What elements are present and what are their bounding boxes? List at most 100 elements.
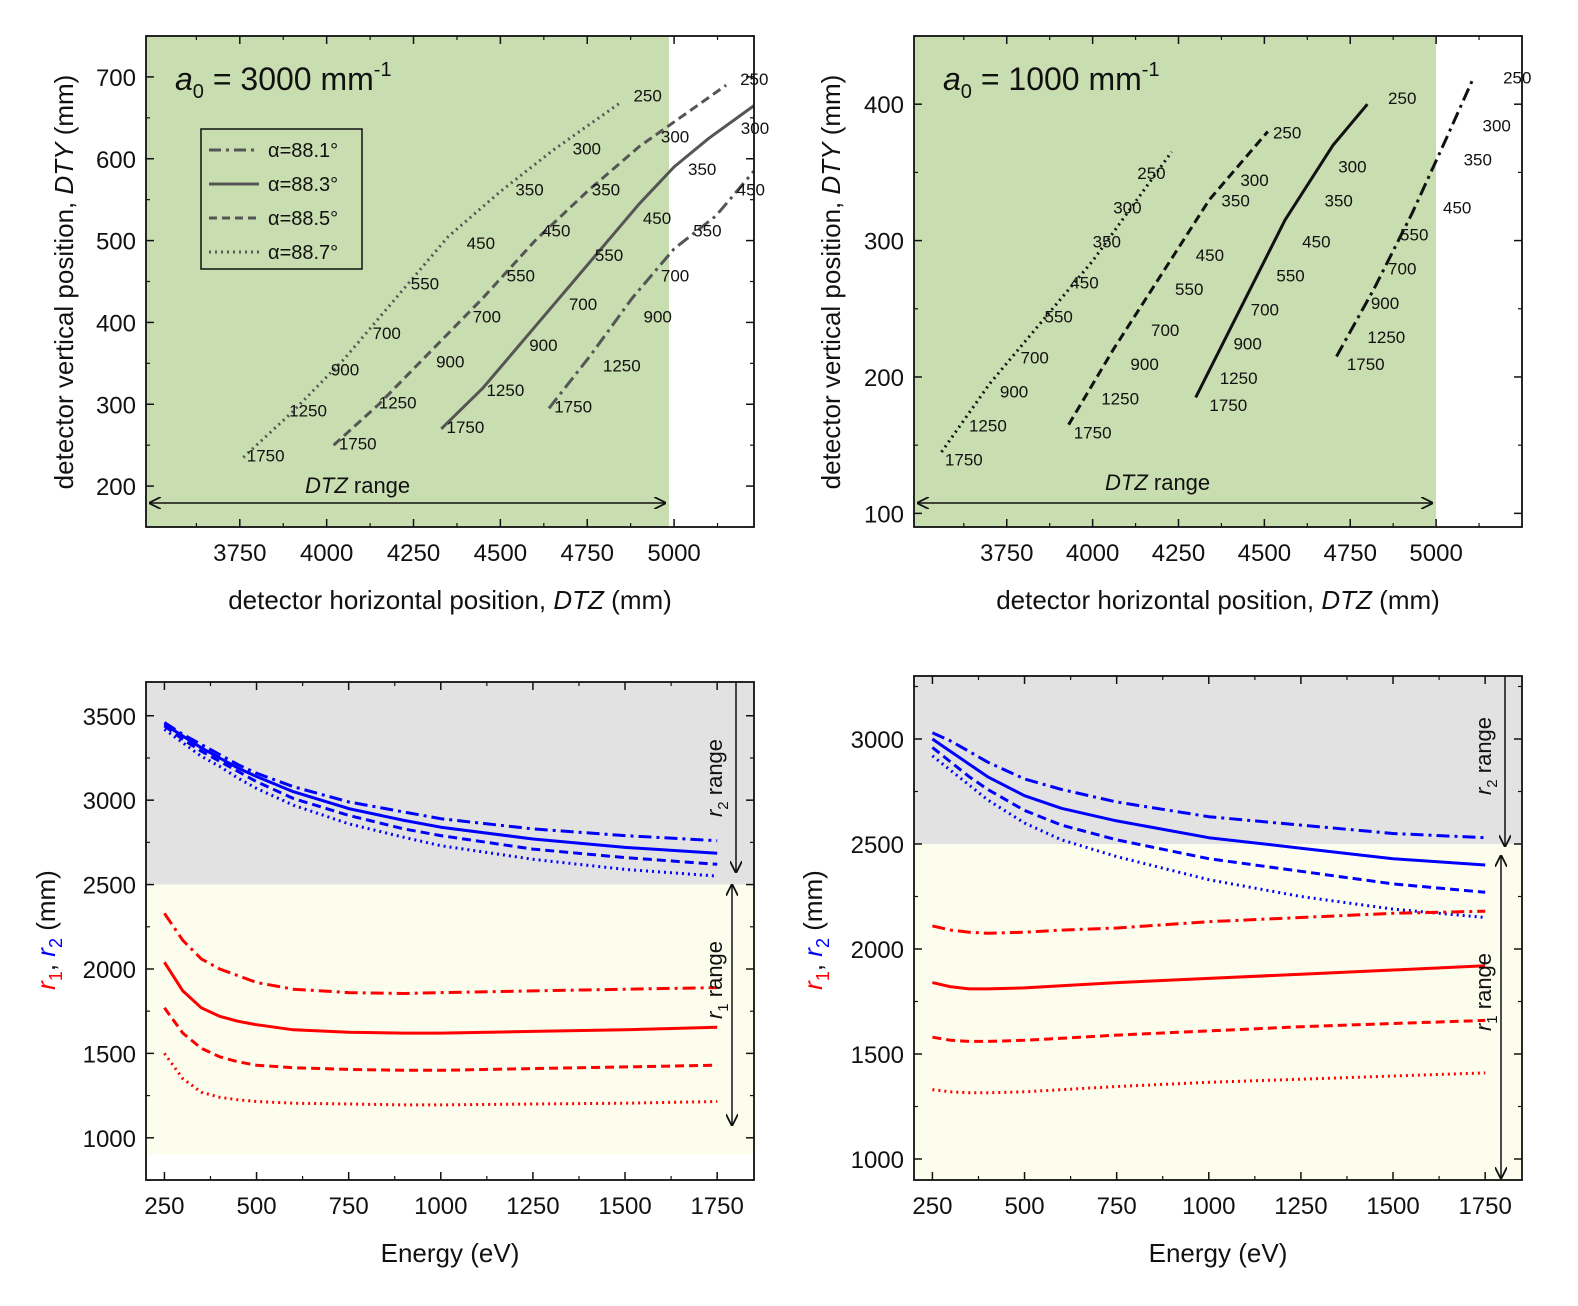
energy-label: 350 <box>1221 191 1249 210</box>
panel-radius-1000: r2 range r1 range 250 500 750 1000 1250 1500 1… <box>798 675 1523 1268</box>
energy-label: 1750 <box>247 447 285 466</box>
energy-label: 350 <box>592 181 620 200</box>
series-line-2 <box>332 83 728 447</box>
y-tick-label: 2500 <box>83 873 136 900</box>
energy-label: 900 <box>331 361 359 380</box>
y-tick-label: 1500 <box>83 1041 136 1068</box>
x-axis-title: Energy (eV) <box>1149 1238 1288 1268</box>
y-tick-label: 1000 <box>851 1147 904 1174</box>
y-tick-label: 700 <box>96 65 136 92</box>
energy-label: 1250 <box>379 393 417 412</box>
energy-label: 250 <box>1503 69 1531 88</box>
r2-range-label: r2 range <box>1471 717 1501 795</box>
x-tick-label: 1250 <box>1274 1193 1327 1220</box>
energy-label: 550 <box>1175 280 1203 299</box>
energy-label: 250 <box>633 86 661 105</box>
panel-title: a0 = 1000 mm-1 <box>943 59 1160 103</box>
energy-label: 450 <box>467 234 495 253</box>
legend-label-887: α=88.7° <box>268 242 338 264</box>
energy-label: 300 <box>741 119 769 138</box>
series-line-7 <box>163 1052 718 1107</box>
x-tick-label: 250 <box>912 1193 952 1220</box>
energy-label: 550 <box>1045 307 1073 326</box>
y-tick-label: 3500 <box>83 704 136 731</box>
energy-label: 700 <box>661 267 689 286</box>
energy-label: 900 <box>1130 355 1158 374</box>
dtz-range-shade <box>914 36 1436 527</box>
y-tick-label: 500 <box>96 229 136 256</box>
energy-label: 900 <box>1000 382 1028 401</box>
energy-label: 900 <box>436 352 464 371</box>
y-tick-label: 200 <box>864 365 904 392</box>
energy-label: 450 <box>542 221 570 240</box>
energy-label: 450 <box>1196 246 1224 265</box>
y-tick-label: 400 <box>96 310 136 337</box>
series-line-1 <box>440 104 755 430</box>
energy-label: 250 <box>1137 164 1165 183</box>
panel-detector-3000: 1750125090070055045017501250900700550450… <box>49 35 769 615</box>
energy-label: 700 <box>569 295 597 314</box>
energy-label: 1250 <box>969 417 1007 436</box>
x-tick-label: 4250 <box>387 540 440 567</box>
y-tick-label: 1500 <box>851 1042 904 1069</box>
energy-label: 350 <box>1324 191 1352 210</box>
x-tick-label: 500 <box>1005 1193 1045 1220</box>
legend-box <box>200 128 363 270</box>
energy-label: 700 <box>1388 260 1416 279</box>
energy-label: 700 <box>1020 348 1048 367</box>
y-tick-label: 200 <box>96 474 136 501</box>
energy-label: 450 <box>643 209 671 228</box>
energy-label: 250 <box>1388 89 1416 108</box>
y-tick-label: 2500 <box>851 832 904 859</box>
energy-label: 1750 <box>1209 396 1247 415</box>
y-tick-label: 300 <box>96 392 136 419</box>
legend-label-885: α=88.5° <box>268 208 338 230</box>
energy-label: 450 <box>1070 273 1098 292</box>
energy-label: 1250 <box>486 381 524 400</box>
x-tick-label: 1500 <box>598 1193 651 1220</box>
y-tick-label: 3000 <box>851 727 904 754</box>
plot-frame <box>913 35 1523 528</box>
x-axis-title: detector horizontal position, DTZ (mm) <box>228 585 672 615</box>
y-axis-title: detector vertical position, DTY (mm) <box>816 75 846 490</box>
series-line-1 <box>163 722 718 855</box>
x-tick-label: 4500 <box>1238 540 1291 567</box>
energy-label: 450 <box>1302 232 1330 251</box>
energy-label: 1750 <box>554 397 592 416</box>
x-tick-label: 1000 <box>414 1193 467 1220</box>
x-tick-label: 1250 <box>506 1193 559 1220</box>
series-line-2 <box>931 746 1486 894</box>
r1-range-region <box>146 884 754 1155</box>
legend-label-883: α=88.3° <box>268 174 338 196</box>
r1-range-label: r1 range <box>702 941 732 1019</box>
x-axis-title: detector horizontal position, DTZ (mm) <box>996 585 1440 615</box>
energy-label: 350 <box>515 181 543 200</box>
energy-label: 350 <box>1093 232 1121 251</box>
series-line-4 <box>932 909 1486 935</box>
energy-label: 1250 <box>1101 389 1139 408</box>
energy-label: 700 <box>373 324 401 343</box>
dtz-range-label: DTZ range <box>305 473 410 498</box>
x-tick-label: 250 <box>144 1193 184 1220</box>
y-tick-label: 3000 <box>83 788 136 815</box>
x-tick-label: 4500 <box>474 540 527 567</box>
energy-label: 1250 <box>289 402 327 421</box>
energy-label: 1750 <box>945 451 983 470</box>
energy-label: 1750 <box>1347 355 1385 374</box>
series-line-0 <box>931 731 1486 840</box>
energy-label: 550 <box>411 275 439 294</box>
energy-label: 1750 <box>339 434 377 453</box>
series-line-1 <box>931 737 1486 867</box>
plot-frame <box>913 675 1523 1181</box>
series-line-5 <box>163 961 718 1035</box>
energy-label: 900 <box>644 307 672 326</box>
x-tick-label: 1750 <box>690 1193 743 1220</box>
energy-label: 250 <box>1273 123 1301 142</box>
y-tick-label: 2000 <box>83 957 136 984</box>
x-tick-label: 5000 <box>1409 540 1462 567</box>
energy-label: 700 <box>1251 301 1279 320</box>
series-line-0 <box>1335 76 1476 358</box>
energy-label: 300 <box>1113 198 1141 217</box>
energy-label: 1250 <box>603 357 641 376</box>
